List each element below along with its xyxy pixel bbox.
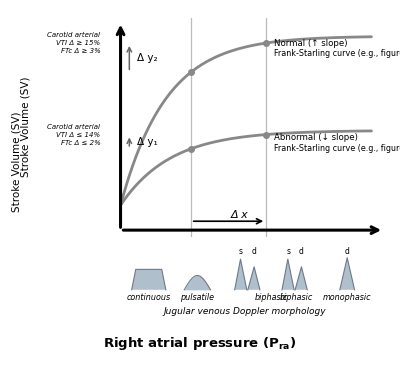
Text: Right atrial pressure ($\mathregular{P_{ra}}$): Right atrial pressure ($\mathregular{P_{… [103, 335, 297, 351]
Text: Normal (↑ slope): Normal (↑ slope) [274, 39, 347, 48]
Text: Δ x: Δ x [231, 210, 249, 220]
Text: Jugular venous Doppler morphology: Jugular venous Doppler morphology [163, 307, 326, 316]
Text: s: s [239, 247, 243, 256]
Text: Frank-Starling curve (e.g., figure 3): Frank-Starling curve (e.g., figure 3) [274, 49, 400, 58]
Text: monophasic: monophasic [323, 293, 372, 302]
Text: Stroke Volume (SV): Stroke Volume (SV) [20, 77, 30, 177]
Text: d: d [345, 247, 350, 256]
Text: Abnormal (↓ slope): Abnormal (↓ slope) [274, 133, 358, 142]
Text: biphasic: biphasic [254, 293, 288, 302]
Text: Stroke Volume (SV): Stroke Volume (SV) [12, 111, 22, 212]
Text: s: s [286, 247, 290, 256]
Polygon shape [282, 259, 294, 290]
Text: continuous: continuous [127, 293, 171, 302]
Polygon shape [235, 259, 247, 290]
Text: Frank-Starling curve (e.g., figure 4): Frank-Starling curve (e.g., figure 4) [274, 144, 400, 153]
Text: Carotid arterial
VTI Δ ≤ 14%
FTc Δ ≤ 2%: Carotid arterial VTI Δ ≤ 14% FTc Δ ≤ 2% [48, 124, 100, 146]
Text: Δ y₁: Δ y₁ [137, 137, 158, 147]
Polygon shape [132, 269, 166, 290]
Polygon shape [295, 267, 307, 290]
Text: Carotid arterial
VTI Δ ≥ 15%
FTc Δ ≥ 3%: Carotid arterial VTI Δ ≥ 15% FTc Δ ≥ 3% [48, 32, 100, 54]
Text: pulsatile: pulsatile [180, 293, 214, 302]
Text: biphasic: biphasic [279, 293, 312, 302]
Text: Δ y₂: Δ y₂ [137, 53, 158, 63]
Polygon shape [340, 258, 354, 290]
Polygon shape [248, 267, 260, 290]
Text: d: d [298, 247, 303, 256]
Text: d: d [251, 247, 256, 256]
